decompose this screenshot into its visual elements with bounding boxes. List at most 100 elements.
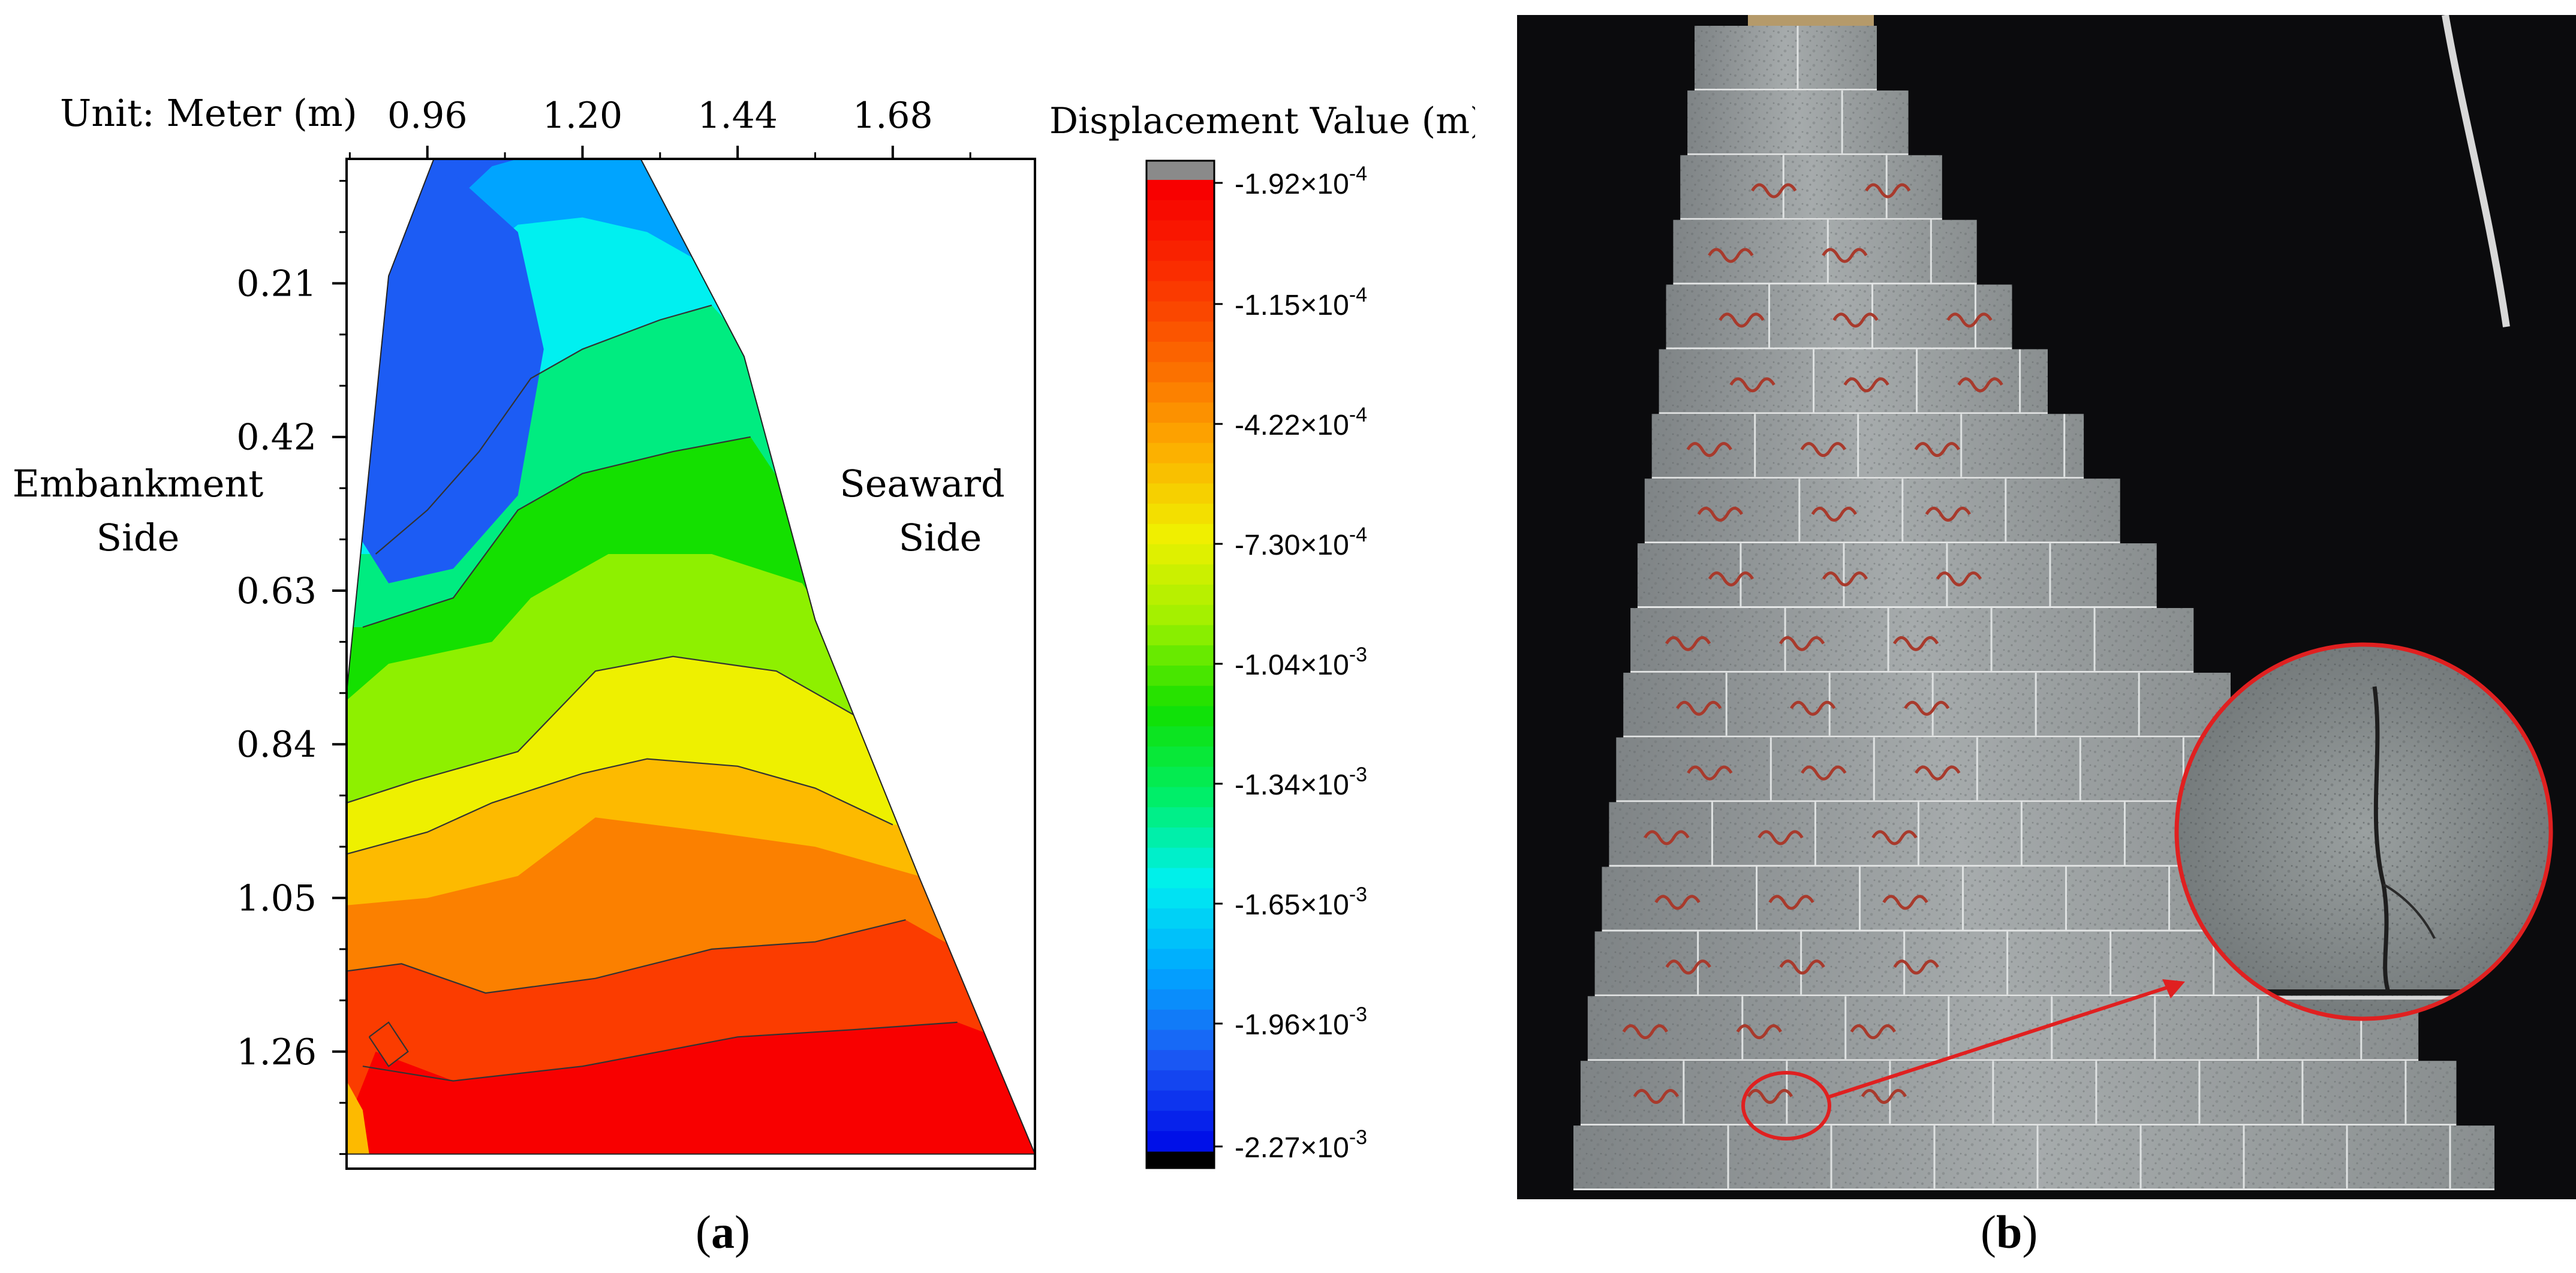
y-tick-label-0: 0.21 xyxy=(236,263,317,305)
colorbar-swatch-36 xyxy=(1146,908,1214,929)
colorbar xyxy=(1145,159,1215,1169)
y-tick-label-1: 0.42 xyxy=(236,417,317,459)
block-texture-0 xyxy=(1695,26,1877,89)
colorbar-swatch-29 xyxy=(1146,766,1214,788)
contour-line-1 xyxy=(347,655,854,803)
block-texture-11 xyxy=(1616,737,2268,800)
block-marking xyxy=(1865,183,1911,198)
x-tick-label-2: 1.44 xyxy=(697,95,778,137)
block-marking xyxy=(1665,636,1711,651)
block-marking xyxy=(1925,507,1971,522)
seaward-side-label: Seaward xyxy=(839,462,1005,505)
block-marking xyxy=(1768,895,1814,910)
colorbar-swatch-38 xyxy=(1146,949,1214,970)
contour-line-6 xyxy=(368,1021,409,1067)
colorbar-swatch-2 xyxy=(1146,220,1214,241)
colorbar-swatch-10 xyxy=(1146,382,1214,403)
seaward-side-label-2: Side xyxy=(899,516,982,559)
block-texture-6 xyxy=(1651,414,2084,477)
colorbar-swatch-32 xyxy=(1146,827,1214,848)
block-marking xyxy=(1822,248,1868,263)
contour-line-4 xyxy=(375,305,712,555)
block-marking xyxy=(1758,830,1804,845)
block-marking xyxy=(1654,895,1701,910)
block-marking xyxy=(1957,377,2003,393)
caption-b: (b) xyxy=(1981,1206,2038,1258)
x-tick-label-3: 1.68 xyxy=(853,95,933,137)
colorbar-swatch-21 xyxy=(1146,604,1214,626)
block-marking xyxy=(1871,830,1918,845)
zoomed-crack-inset xyxy=(2174,642,2553,1021)
embankment-side-label-2: Side xyxy=(97,516,180,559)
block-marking xyxy=(1904,700,1950,716)
block-marking xyxy=(1719,312,1765,328)
block-marking xyxy=(1832,312,1879,328)
block-marking xyxy=(1736,1024,1782,1040)
colorbar-swatch-40 xyxy=(1146,989,1214,1010)
block-marking xyxy=(1729,377,1775,393)
colorbar-swatch-11 xyxy=(1146,402,1214,423)
colorbar-label-1: -1.15×10-4 xyxy=(1235,284,1367,321)
block-marking xyxy=(1687,765,1733,781)
x-tick-label-0: 0.96 xyxy=(387,95,468,137)
contour-region-2 xyxy=(369,1022,408,1067)
block-marking xyxy=(1946,312,1993,328)
cable-line xyxy=(2442,15,2510,327)
y-tick-label-2: 0.63 xyxy=(236,570,317,612)
block-marking xyxy=(1751,183,1797,198)
x-axis: 0.96 1.20 1.44 1.68 xyxy=(348,95,971,159)
colorbar-swatch-33 xyxy=(1146,847,1214,869)
block-marking xyxy=(1843,377,1889,393)
block-texture-10 xyxy=(1623,672,2231,736)
colorbar-swatch-24 xyxy=(1146,666,1214,687)
block-marking xyxy=(1800,442,1846,458)
colorbar-swatch-4 xyxy=(1146,261,1214,282)
colorbar-swatch-27 xyxy=(1146,726,1214,747)
block-marking xyxy=(1790,700,1836,716)
colorbar-swatch-12 xyxy=(1146,423,1214,444)
block-marking xyxy=(1861,1089,1907,1105)
block-texture-7 xyxy=(1644,478,2120,542)
domain-outline xyxy=(346,158,1036,1155)
embankment-side-label: Embankment xyxy=(13,462,264,505)
colorbar-label-0: -1.92×10-4 xyxy=(1235,162,1367,200)
colorbar-swatch-26 xyxy=(1146,706,1214,727)
seawall-photo xyxy=(1517,15,2576,1199)
block-marking xyxy=(1914,442,1960,458)
colorbar-swatch-35 xyxy=(1146,888,1214,909)
unit-label: Unit: Meter (m) xyxy=(60,91,357,135)
colorbar-swatch-30 xyxy=(1146,787,1214,808)
crack-marker xyxy=(1741,979,2185,1140)
contour-line-3 xyxy=(362,436,751,628)
top-plate xyxy=(1748,15,1874,27)
block-texture-1 xyxy=(1687,90,1909,154)
contour-line-0 xyxy=(347,758,893,855)
colorbar-swatch-42 xyxy=(1146,1030,1214,1051)
block-texture-9 xyxy=(1630,608,2194,671)
colorbar-swatch-17 xyxy=(1146,523,1214,545)
colorbar-swatch-5 xyxy=(1146,281,1214,302)
colorbar-swatch-13 xyxy=(1146,443,1214,464)
colorbar-labels: -1.92×10-4 -1.15×10-4 -4.22×10-4 -7.30×10-4… xyxy=(1214,162,1367,1164)
colorbar-swatch-31 xyxy=(1146,807,1214,828)
colorbar-swatch-1 xyxy=(1146,200,1214,221)
colorbar-swatch-37 xyxy=(1146,928,1214,950)
colorbar-label-8: -2.27×10-3 xyxy=(1235,1126,1367,1164)
block-marking xyxy=(1892,636,1939,651)
block-marking xyxy=(1697,507,1743,522)
colorbar-label-2: -4.22×10-4 xyxy=(1235,404,1367,441)
block-marking xyxy=(1801,765,1847,781)
block-marking xyxy=(1779,959,1825,975)
block-marking xyxy=(1893,959,1939,975)
block-texture-5 xyxy=(1659,349,2048,413)
colorbar-under-cap xyxy=(1146,1151,1214,1168)
colorbar-swatch-15 xyxy=(1146,483,1214,504)
block-marking xyxy=(1915,765,1961,781)
colorbar-swatch-19 xyxy=(1146,564,1214,585)
colorbar-label-7: -1.96×10-3 xyxy=(1235,1003,1367,1041)
colorbar-swatch-22 xyxy=(1146,625,1214,646)
y-axis: 0.21 0.42 0.63 0.84 1.05 1.26 xyxy=(236,180,347,1155)
colorbar-swatch-8 xyxy=(1146,342,1214,363)
caption-a: (a) xyxy=(696,1206,750,1258)
